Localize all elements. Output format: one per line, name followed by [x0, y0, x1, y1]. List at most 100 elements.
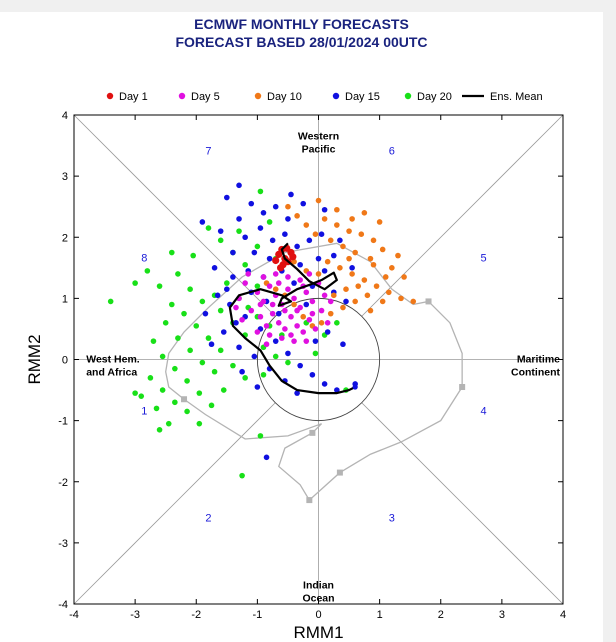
series-day-5: [233, 271, 334, 348]
point-day-20: [285, 359, 291, 366]
point-day-20: [138, 393, 145, 399]
legend-label: Day 10: [267, 91, 302, 103]
point-day-20: [208, 402, 215, 409]
point-day-15: [318, 231, 325, 237]
point-day-10: [349, 216, 355, 222]
legend-label: Day 15: [345, 91, 380, 103]
chart-title: ECMWF MONTHLY FORECASTS: [194, 16, 409, 32]
point-day-15: [224, 286, 230, 293]
point-day-15: [334, 387, 340, 393]
point-day-20: [132, 390, 138, 396]
phase-labels: 1 2 3 4 5 6 7 8: [141, 146, 486, 525]
point-day-5: [282, 326, 288, 332]
point-day-10: [334, 206, 340, 213]
point-day-15: [349, 265, 355, 271]
point-day-5: [312, 326, 319, 332]
point-day-20: [196, 390, 203, 396]
point-day-20: [184, 408, 190, 415]
observed-marker: [181, 396, 188, 403]
point-day-5: [285, 286, 291, 293]
y-tick-label: 0: [62, 355, 68, 367]
point-day-10: [352, 298, 358, 305]
point-day-15: [230, 274, 236, 280]
point-day-20: [224, 280, 230, 286]
point-day-20: [257, 433, 264, 439]
point-day-20: [184, 378, 190, 384]
point-day-5: [294, 323, 300, 329]
region-label-line: Pacific: [302, 143, 336, 155]
point-day-5: [269, 301, 276, 308]
point-day-10: [370, 237, 377, 244]
point-day-20: [169, 301, 175, 308]
point-day-10: [382, 274, 389, 280]
point-day-10: [385, 289, 392, 296]
point-day-5: [242, 280, 248, 286]
legend-marker: [404, 92, 412, 100]
point-day-10: [355, 283, 362, 289]
rmm-phase-diagram: Day 1 Day 5 Day 10 Day 15 Day 20 Ens. Mean 1 2…: [25, 91, 566, 642]
y-tick-label: -2: [58, 477, 68, 489]
point-day-15: [337, 237, 343, 244]
point-day-15: [239, 368, 245, 375]
phase-label-4: 4: [480, 406, 486, 418]
point-day-20: [266, 219, 273, 225]
point-day-15: [272, 203, 279, 210]
point-day-5: [263, 323, 270, 329]
point-day-10: [410, 298, 417, 305]
point-day-5: [245, 271, 252, 277]
point-day-20: [217, 347, 224, 354]
point-day-10: [340, 304, 346, 311]
point-day-5: [239, 316, 245, 323]
point-day-15: [236, 344, 242, 351]
observed-marker: [309, 429, 316, 436]
point-day-15: [266, 255, 273, 262]
point-day-1: [275, 250, 283, 258]
point-day-5: [282, 307, 288, 314]
point-day-10: [367, 255, 374, 262]
point-day-15: [202, 310, 209, 317]
point-day-15: [220, 329, 227, 335]
point-day-20: [205, 225, 212, 231]
point-day-10: [370, 261, 377, 268]
point-day-10: [272, 286, 279, 293]
point-day-20: [165, 420, 172, 427]
point-day-20: [159, 387, 166, 393]
y-tick-label: 2: [62, 232, 68, 244]
point-day-5: [303, 289, 310, 296]
point-day-10: [376, 219, 383, 225]
x-tick-label: 4: [560, 609, 566, 621]
observed-marker: [306, 497, 313, 504]
point-day-15: [263, 454, 270, 461]
point-day-15: [309, 371, 316, 378]
point-day-15: [275, 310, 282, 317]
phase-label-2: 2: [205, 512, 211, 524]
point-day-5: [309, 298, 316, 305]
point-day-10: [352, 249, 358, 256]
point-day-5: [263, 341, 270, 348]
point-day-1: [272, 256, 280, 265]
point-day-5: [269, 310, 276, 317]
point-day-20: [162, 320, 169, 326]
point-day-20: [334, 320, 340, 326]
point-day-15: [260, 210, 267, 216]
phase-divider-2: [73, 114, 276, 317]
point-day-5: [266, 332, 273, 338]
point-day-15: [324, 329, 331, 335]
point-day-15: [214, 292, 221, 299]
point-day-15: [294, 390, 300, 396]
point-day-15: [236, 182, 242, 189]
point-day-15: [297, 261, 303, 268]
point-day-10: [303, 222, 310, 228]
point-day-20: [217, 307, 224, 314]
region-label-line: and Africa: [86, 367, 137, 379]
y-tick-label: -3: [58, 538, 68, 550]
point-day-20: [156, 426, 163, 433]
point-day-15: [300, 200, 307, 207]
chart-page: ECMWF MONTHLY FORECASTS FORECAST BASED 2…: [0, 12, 603, 642]
point-day-15: [312, 338, 319, 344]
point-day-10: [321, 216, 328, 222]
point-day-15: [248, 200, 255, 207]
point-day-20: [220, 387, 227, 393]
point-day-5: [233, 304, 239, 311]
point-day-20: [172, 399, 178, 406]
